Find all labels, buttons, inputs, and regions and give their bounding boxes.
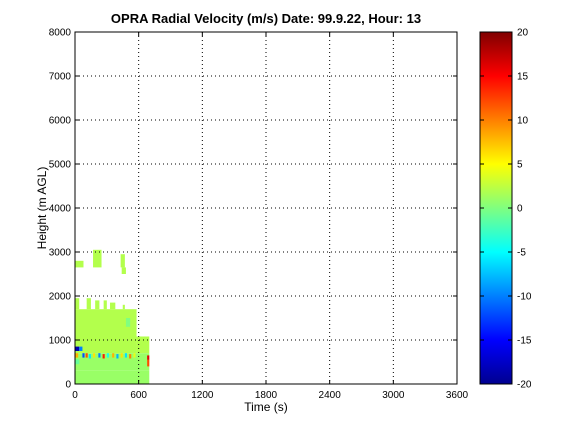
colorbar-tick-label: 20 (517, 28, 529, 39)
velocity-cell (120, 254, 125, 268)
x-tick-label: 600 (130, 390, 147, 401)
x-axis-ticks: 0 600 1200 1800 2400 3000 3600 (72, 32, 469, 401)
y-tick-label: 6000 (49, 116, 72, 127)
y-tick-label: 8000 (49, 28, 72, 39)
velocity-cell (112, 353, 115, 358)
velocity-cell (75, 359, 80, 365)
x-tick-label: 1800 (255, 390, 278, 401)
y-axis-label: Height (m AGL) (35, 167, 49, 250)
x-tick-label: 2400 (319, 390, 342, 401)
velocity-cell (129, 354, 132, 359)
colorbar-tick-label: -5 (517, 248, 526, 259)
velocity-cell (75, 260, 84, 268)
velocity-cell (147, 355, 150, 360)
colorbar-tick-label: 10 (517, 116, 529, 127)
y-axis-ticks: 0 1000 2000 3000 4000 5000 6000 7000 8000 (49, 28, 457, 391)
velocity-cell (82, 353, 85, 358)
velocity-cell (86, 298, 91, 310)
velocity-cell (120, 353, 123, 358)
x-tick-label: 3600 (446, 390, 469, 401)
chart-title: OPRA Radial Velocity (m/s) Date: 99.9.22… (111, 11, 421, 26)
velocity-cell (116, 354, 119, 359)
velocity-cell (136, 336, 150, 354)
velocity-cell (75, 309, 137, 354)
x-tick-label: 1200 (191, 390, 214, 401)
velocity-cell (128, 337, 137, 347)
colorbar-gradient (479, 31, 513, 385)
velocity-cell (110, 302, 116, 310)
colorbar-tick-label: -20 (517, 380, 532, 391)
y-tick-label: 3000 (49, 248, 72, 259)
y-tick-label: 7000 (49, 72, 72, 83)
colorbar-tick-label: -10 (517, 292, 532, 303)
y-tick-label: 4000 (49, 204, 72, 215)
velocity-cell (95, 300, 100, 310)
velocity-cell (88, 354, 91, 359)
colorbar-tick-label: 5 (517, 160, 523, 171)
plot-area: 0 600 1200 1800 2400 3000 3600 0 1000 2000 3000 40… (49, 28, 469, 402)
y-tick-label: 1000 (49, 336, 72, 347)
velocity-cell (121, 267, 126, 274)
x-tick-label: 0 (72, 390, 78, 401)
x-tick-label: 3000 (382, 390, 405, 401)
data-cells (75, 249, 150, 384)
velocity-cell (75, 353, 79, 358)
velocity-cell (79, 346, 83, 351)
colorbar-tick-label: 0 (517, 204, 523, 215)
y-tick-label: 5000 (49, 160, 72, 171)
velocity-cell (125, 318, 131, 327)
colorbar-tick-label: -15 (517, 336, 532, 347)
colorbar-ticks: 20 15 10 5 0 -5 -10 -15 -20 (480, 28, 532, 391)
velocity-cell (75, 370, 150, 384)
colorbar-tick-label: 15 (517, 72, 529, 83)
x-axis-label: Time (s) (244, 400, 288, 414)
velocity-cell (85, 353, 88, 358)
velocity-cell (106, 353, 109, 358)
velocity-cell (103, 300, 107, 310)
velocity-cell (75, 298, 80, 310)
y-tick-label: 2000 (49, 292, 72, 303)
velocity-cell (93, 353, 96, 358)
velocity-cell (102, 354, 105, 359)
y-tick-label: 0 (65, 380, 71, 391)
grid-lines (75, 32, 457, 384)
velocity-cell (98, 353, 101, 358)
velocity-cell (133, 353, 136, 358)
velocity-cell (122, 304, 125, 310)
velocity-cell (147, 359, 150, 367)
velocity-cell (124, 353, 127, 358)
colorbar: 20 15 10 5 0 -5 -10 -15 -20 (479, 28, 532, 391)
velocity-cell (75, 346, 80, 351)
velocity-cell (93, 249, 102, 268)
